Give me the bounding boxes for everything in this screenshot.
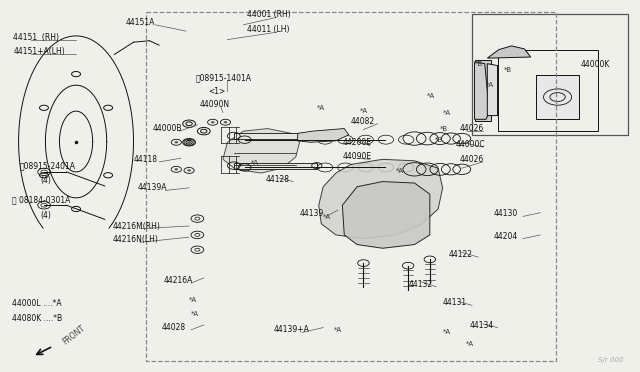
Text: 44090E: 44090E xyxy=(342,152,371,161)
Text: 44139: 44139 xyxy=(300,209,324,218)
Polygon shape xyxy=(298,129,349,142)
Text: *A: *A xyxy=(317,105,325,111)
Circle shape xyxy=(187,169,191,171)
Text: 44001 (RH): 44001 (RH) xyxy=(246,10,291,19)
Bar xyxy=(234,133,323,139)
Text: 44132: 44132 xyxy=(408,280,432,289)
Text: 44000L ....*A: 44000L ....*A xyxy=(12,299,62,308)
Polygon shape xyxy=(474,62,489,119)
Text: 44000K: 44000K xyxy=(580,60,610,70)
Text: 44216N(LH): 44216N(LH) xyxy=(113,235,158,244)
Bar xyxy=(497,50,598,131)
Bar xyxy=(472,15,628,135)
Text: 44082: 44082 xyxy=(351,117,375,126)
Text: 44028: 44028 xyxy=(162,323,186,332)
Text: 44216M(RH): 44216M(RH) xyxy=(113,222,161,231)
Text: *A: *A xyxy=(251,160,259,166)
Circle shape xyxy=(211,121,214,124)
Text: 44139A: 44139A xyxy=(138,183,168,192)
Text: 44128: 44128 xyxy=(266,174,290,183)
Text: 44000B: 44000B xyxy=(153,124,182,133)
Text: 44130: 44130 xyxy=(493,209,518,218)
Circle shape xyxy=(187,141,191,143)
Text: *A: *A xyxy=(189,296,197,303)
Text: *A: *A xyxy=(396,168,403,174)
Text: *A: *A xyxy=(191,311,199,317)
Text: (4): (4) xyxy=(40,176,51,185)
Text: *A: *A xyxy=(428,93,435,99)
Text: 44139+A: 44139+A xyxy=(274,326,310,334)
Text: *B: *B xyxy=(440,126,448,132)
Text: *A: *A xyxy=(360,108,368,113)
Polygon shape xyxy=(319,159,443,238)
Text: *A: *A xyxy=(443,328,451,334)
Bar xyxy=(474,60,490,121)
Text: S/r 000: S/r 000 xyxy=(598,357,623,363)
Text: *A: *A xyxy=(466,341,474,347)
Text: 44131: 44131 xyxy=(443,298,467,307)
Text: 44134: 44134 xyxy=(470,321,494,330)
Text: 44090N: 44090N xyxy=(200,100,230,109)
Circle shape xyxy=(223,121,227,124)
Polygon shape xyxy=(487,46,531,58)
Text: FRONT: FRONT xyxy=(61,324,88,347)
Polygon shape xyxy=(223,129,300,173)
Text: 44151  (RH): 44151 (RH) xyxy=(13,33,60,42)
Text: Ⓡ08915-1401A: Ⓡ08915-1401A xyxy=(195,73,252,82)
Text: 44011 (LH): 44011 (LH) xyxy=(246,25,289,34)
Text: Ⓑ 08184-0301A: Ⓑ 08184-0301A xyxy=(12,196,70,205)
Text: 44216A: 44216A xyxy=(164,276,193,285)
Text: *B: *B xyxy=(435,137,443,143)
Text: 44026: 44026 xyxy=(460,155,483,164)
Text: *A: *A xyxy=(323,214,332,219)
Text: 44118: 44118 xyxy=(134,155,157,164)
Text: <1>: <1> xyxy=(208,87,225,96)
Text: 44200E: 44200E xyxy=(342,138,371,147)
Text: *A: *A xyxy=(334,327,342,333)
Text: 44151+A(LH): 44151+A(LH) xyxy=(13,48,65,57)
Text: 44080K ....*B: 44080K ....*B xyxy=(12,314,62,323)
Text: 44204: 44204 xyxy=(493,232,518,241)
Polygon shape xyxy=(342,182,430,248)
Circle shape xyxy=(174,141,178,143)
Text: *A: *A xyxy=(443,110,451,116)
Text: 44026: 44026 xyxy=(460,124,483,133)
Text: Ⓡ08915-2401A: Ⓡ08915-2401A xyxy=(20,161,76,170)
Text: 44122: 44122 xyxy=(449,250,473,259)
Bar xyxy=(234,163,317,169)
Text: 44151A: 44151A xyxy=(125,18,155,27)
Text: *A: *A xyxy=(486,82,494,88)
Bar xyxy=(536,75,579,119)
Text: 44000C: 44000C xyxy=(456,140,485,149)
Circle shape xyxy=(174,168,178,170)
Polygon shape xyxy=(487,64,497,116)
Text: *B: *B xyxy=(504,67,512,73)
Text: *B: *B xyxy=(474,61,483,67)
Text: (4): (4) xyxy=(40,211,51,219)
